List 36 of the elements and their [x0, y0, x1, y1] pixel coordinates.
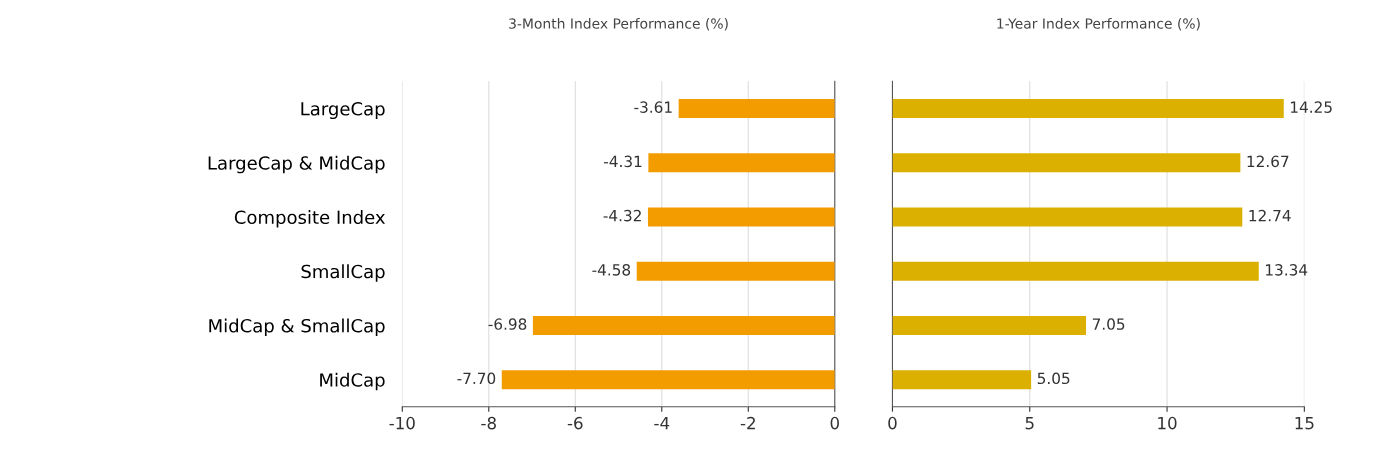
x-tick-label: -10	[389, 416, 415, 430]
x-tick-label: 15	[1295, 417, 1314, 430]
x-tick-label: 0	[888, 416, 897, 430]
y-tick-label: MidCap	[320, 372, 385, 391]
x-tick-label: 5	[1025, 417, 1034, 430]
data-label: -7.70	[457, 372, 496, 385]
data-label: -6.98	[488, 318, 527, 330]
y-tick-label: SmallCap	[301, 264, 385, 282]
data-label: 5.05	[1037, 372, 1070, 385]
x-tick-label: -2	[740, 416, 755, 430]
x-tick-label: -6	[567, 416, 583, 430]
data-label: -4.32	[603, 209, 641, 222]
y-tick-label: MidCap & SmallCap	[209, 318, 385, 337]
x-tick-label: -8	[481, 416, 496, 430]
x-tick-label: -4	[654, 417, 670, 430]
data-label: 12.74	[1249, 209, 1291, 222]
x-tick-label: 0	[830, 416, 839, 430]
bar	[892, 315, 1087, 335]
data-label: 12.67	[1247, 155, 1289, 168]
y-tick-label: Composite Index	[234, 210, 386, 228]
bar	[892, 153, 1241, 173]
chart-title: 1-Year Index Performance (%)	[997, 18, 1200, 31]
data-label: -4.58	[592, 264, 631, 276]
chart-title: 3-Month Index Performance (%)	[509, 18, 728, 31]
bar	[892, 98, 1284, 118]
bar	[892, 261, 1259, 281]
data-label: 13.34	[1266, 264, 1308, 276]
y-tick-label: LargeCap	[301, 101, 385, 120]
data-label: -3.61	[634, 101, 672, 113]
data-label: 7.05	[1092, 318, 1125, 330]
data-label: 14.25	[1290, 101, 1332, 113]
bar	[892, 370, 1032, 390]
x-tick-label: 10	[1158, 416, 1177, 430]
y-tick-label: LargeCap & MidCap	[208, 155, 385, 174]
data-label: -4.31	[604, 155, 642, 168]
bar	[892, 207, 1243, 227]
